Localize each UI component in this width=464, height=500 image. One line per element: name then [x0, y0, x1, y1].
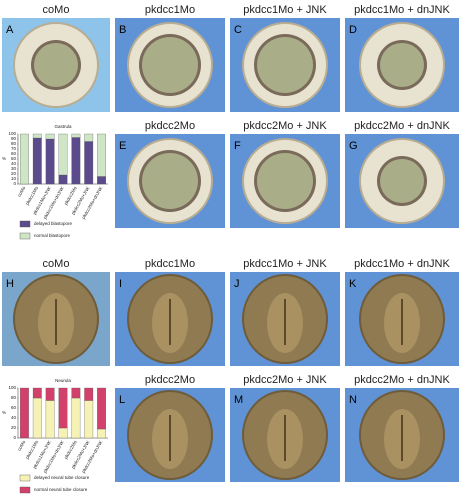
bar-segment: [71, 397, 81, 439]
y-tick-label: 60: [11, 151, 17, 156]
panel-title: pkdcc1Mo + JNK: [243, 258, 327, 270]
y-tick-label: 100: [8, 385, 16, 390]
yolk-plug: [142, 153, 198, 209]
bar-segment: [20, 133, 29, 185]
y-tick-label: 20: [11, 171, 17, 176]
panel-title: coMo: [43, 258, 70, 270]
panel-title: pkdcc2Mo + JNK: [243, 374, 327, 386]
bar-segment: [45, 400, 55, 439]
bar-segment: [97, 133, 106, 177]
bar-segment: [97, 176, 106, 185]
bar-segment: [84, 387, 94, 401]
panel-label: C: [234, 24, 242, 36]
yolk-plug: [380, 43, 424, 87]
y-tick-label: 0: [13, 435, 16, 440]
y-tick-label: 30: [11, 166, 17, 171]
yolk-plug: [257, 153, 313, 209]
bar-segment: [84, 141, 94, 185]
legend-label: delayed neural tube closure: [34, 475, 90, 480]
y-axis-label: %: [2, 156, 6, 161]
y-tick-label: 80: [11, 141, 17, 146]
y-tick-label: 0: [13, 181, 16, 186]
bar-segment: [58, 133, 68, 176]
legend-swatch: [19, 474, 31, 482]
chart-title: Gastrula: [54, 124, 72, 129]
panel-title: pkdcc1Mo + JNK: [243, 4, 327, 16]
panel-label: K: [349, 278, 357, 290]
panel-label: A: [6, 24, 14, 36]
y-tick-label: 100: [8, 131, 16, 136]
y-tick-label: 50: [11, 156, 17, 161]
yolk-plug: [257, 37, 313, 93]
panel-label: E: [119, 140, 126, 152]
chart-title: Neurula: [55, 378, 71, 383]
legend-label: delayed blastopore: [34, 221, 73, 226]
bar-segment: [58, 427, 68, 439]
bar-segment: [84, 133, 94, 142]
y-tick-label: 70: [11, 146, 17, 151]
panel-title: coMo: [43, 4, 70, 16]
panel-label: G: [349, 140, 358, 152]
bar-segment: [20, 387, 29, 439]
panel-title: pkdcc2Mo: [145, 374, 195, 386]
bar-segment: [97, 387, 106, 430]
x-tick-label: coMo: [16, 185, 26, 197]
panel-title: pkdcc2Mo + dnJNK: [354, 120, 450, 132]
panel-title: pkdcc1Mo + dnJNK: [354, 258, 450, 270]
panel-title: pkdcc2Mo + JNK: [243, 120, 327, 132]
bar-segment: [58, 174, 68, 185]
panel-label: M: [234, 394, 243, 406]
panel-label: D: [349, 24, 357, 36]
bar-segment: [71, 387, 81, 399]
panel-title: pkdcc1Mo: [145, 258, 195, 270]
bar-segment: [45, 387, 55, 401]
panel-label: N: [349, 394, 357, 406]
y-axis-label: %: [2, 410, 6, 415]
bar-segment: [84, 400, 94, 439]
panel-title: pkdcc2Mo + dnJNK: [354, 374, 450, 386]
legend-label: normal neural tube closure: [34, 487, 88, 492]
panel-label: H: [6, 278, 14, 290]
yolk-plug: [380, 159, 424, 203]
bar-segment: [32, 387, 42, 399]
bar-segment: [32, 397, 42, 439]
y-tick-label: 60: [11, 405, 17, 410]
legend-label: normal blastopore: [34, 233, 71, 238]
panel-title: pkdcc2Mo: [145, 120, 195, 132]
legend-swatch: [19, 232, 31, 240]
legend-swatch: [19, 486, 31, 494]
panel-label: L: [119, 394, 125, 406]
bar-segment: [45, 138, 55, 185]
panel-label: B: [119, 24, 126, 36]
bar-segment: [71, 137, 81, 185]
panel-label: I: [119, 278, 122, 290]
panel-label: J: [234, 278, 240, 290]
bar-segment: [71, 133, 81, 138]
y-tick-label: 40: [11, 415, 17, 420]
bar-segment: [45, 133, 55, 140]
bar-segment: [58, 387, 68, 429]
y-tick-label: 90: [11, 136, 17, 141]
panel-title: pkdcc1Mo: [145, 4, 195, 16]
x-tick-label: coMo: [16, 439, 26, 451]
yolk-plug: [34, 43, 78, 87]
y-tick-label: 20: [11, 425, 17, 430]
bar-segment: [32, 133, 42, 139]
bar-segment: [97, 428, 106, 439]
y-tick-label: 80: [11, 395, 17, 400]
panel-title: pkdcc1Mo + dnJNK: [354, 4, 450, 16]
panel-label: F: [234, 140, 241, 152]
y-tick-label: 10: [11, 176, 17, 181]
y-tick-label: 40: [11, 161, 17, 166]
yolk-plug: [142, 37, 198, 93]
legend-swatch: [19, 220, 31, 228]
bar-segment: [32, 137, 42, 185]
